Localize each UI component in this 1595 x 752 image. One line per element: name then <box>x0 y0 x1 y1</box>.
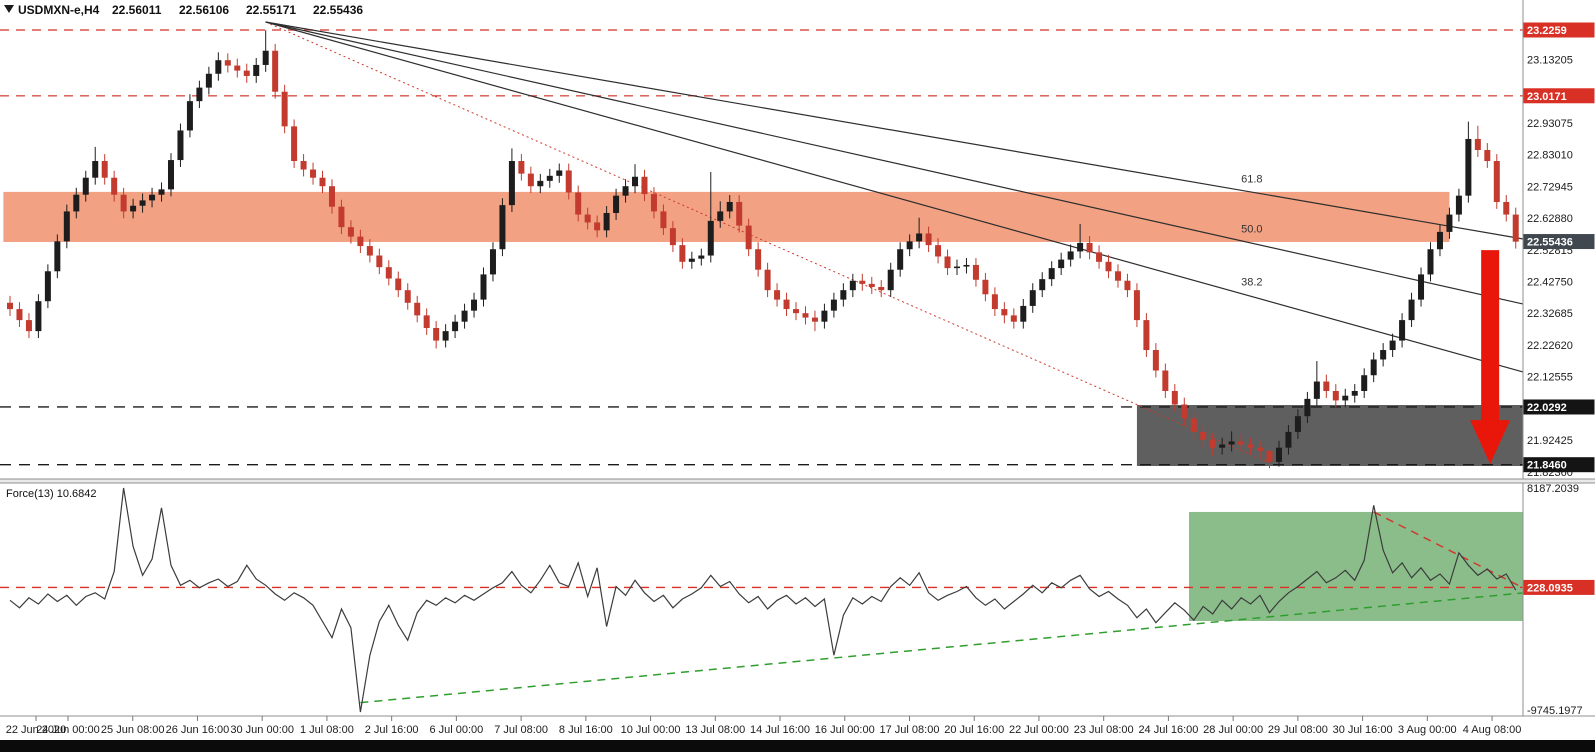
time-axis-label: 3 Aug 00:00 <box>1398 724 1457 736</box>
fib-label-38.2: 38.2 <box>1241 277 1262 289</box>
price-level-badge <box>1523 399 1595 415</box>
indicator-label: Force(13) 10.6842 <box>6 488 97 500</box>
price-axis-label: 22.42750 <box>1527 277 1573 289</box>
time-axis-label: 28 Jul 00:00 <box>1203 724 1263 736</box>
time-axis-label: 14 Jul 16:00 <box>750 724 810 736</box>
time-axis-label: 16 Jul 00:00 <box>815 724 875 736</box>
fib-label-61.8: 61.8 <box>1241 173 1262 185</box>
price-axis-label: 22.72945 <box>1527 181 1573 193</box>
demand-zone[interactable] <box>1136 404 1531 466</box>
time-axis-label: 22 Jul 00:00 <box>1009 724 1069 736</box>
candlestick-series[interactable] <box>7 30 1519 469</box>
price-axis-label: 22.22620 <box>1527 340 1573 352</box>
price-level-badge <box>1523 22 1595 38</box>
force-axis-max: 8187.2039 <box>1527 483 1579 495</box>
force-divergence-zone[interactable] <box>1189 511 1531 621</box>
window-bottom-strip <box>0 740 1595 752</box>
time-axis-label: 1 Jul 08:00 <box>300 724 354 736</box>
force-level-badge-text: 228.0935 <box>1527 582 1573 594</box>
time-axis-label: 20 Jul 16:00 <box>944 724 1004 736</box>
force-axis-min: -9745.1977 <box>1527 705 1583 717</box>
time-axis-label: 4 Aug 08:00 <box>1463 724 1522 736</box>
current-price-badge <box>1523 234 1595 250</box>
time-axis-label: 6 Jul 00:00 <box>429 724 483 736</box>
ohlc-open: 22.56011 <box>112 3 162 17</box>
price-level-badge-text: 22.0292 <box>1527 402 1567 414</box>
force-rising-trendline[interactable] <box>360 592 1524 704</box>
price-axis-label: 21.92425 <box>1527 435 1573 447</box>
time-axis-label: 30 Jun 00:00 <box>230 724 294 736</box>
time-axis-label: 22 Jun 2020 <box>6 724 67 736</box>
time-axis-label: 30 Jul 16:00 <box>1333 724 1393 736</box>
chart-symbol-period: USDMXN-e,H4 <box>18 3 100 17</box>
fib-label-50.0: 50.0 <box>1241 224 1262 236</box>
supply-zone[interactable] <box>3 191 1450 242</box>
fib-fan-line-61.8[interactable] <box>265 21 1524 240</box>
time-axis[interactable] <box>0 716 1595 740</box>
time-axis-label: 8 Jul 16:00 <box>559 724 613 736</box>
time-axis-label: 26 Jun 16:00 <box>166 724 230 736</box>
price-axis-label: 22.32685 <box>1527 308 1573 320</box>
price-axis-label: 22.83010 <box>1527 150 1573 162</box>
price-axis-label: 22.62880 <box>1527 213 1573 225</box>
price-level-badge-text: 21.8460 <box>1527 460 1567 472</box>
ohlc-low: 22.55171 <box>246 3 296 17</box>
time-axis-label: 2 Jul 16:00 <box>365 724 419 736</box>
time-axis-label: 24 Jun 00:00 <box>36 724 100 736</box>
price-level-badge <box>1523 457 1595 473</box>
force-index-line <box>9 487 1517 713</box>
price-axis[interactable] <box>1523 0 1595 740</box>
time-axis-label: 23 Jul 08:00 <box>1074 724 1134 736</box>
price-level-badge-text: 23.0171 <box>1527 91 1567 103</box>
time-axis-label: 17 Jul 08:00 <box>880 724 940 736</box>
price-level-badge <box>1523 88 1595 104</box>
sell-signal-arrow[interactable] <box>1470 250 1511 465</box>
current-price-badge-text: 22.55436 <box>1527 237 1573 249</box>
time-axis-label: 24 Jul 16:00 <box>1138 724 1198 736</box>
time-axis-label: 7 Jul 08:00 <box>494 724 548 736</box>
symbol-marker-icon <box>4 5 14 13</box>
fib-fan-line-50.0[interactable] <box>265 21 1524 305</box>
time-axis-label: 10 Jul 00:00 <box>621 724 681 736</box>
force-level-badge <box>1523 579 1595 595</box>
ohlc-high: 22.56106 <box>179 3 229 17</box>
price-axis-label: 22.93075 <box>1527 118 1573 130</box>
price-axis-label: 22.12555 <box>1527 372 1573 384</box>
time-axis-label: 25 Jun 08:00 <box>101 724 165 736</box>
fib-fan-line-38.2[interactable] <box>265 21 1524 373</box>
ohlc-close: 22.55436 <box>313 3 363 17</box>
time-axis-label: 29 Jul 08:00 <box>1268 724 1328 736</box>
price-level-badge-text: 23.2259 <box>1527 25 1567 37</box>
price-axis-label: 23.13205 <box>1527 55 1573 67</box>
time-axis-label: 13 Jul 08:00 <box>685 724 745 736</box>
pane-splitter[interactable] <box>0 479 1595 483</box>
